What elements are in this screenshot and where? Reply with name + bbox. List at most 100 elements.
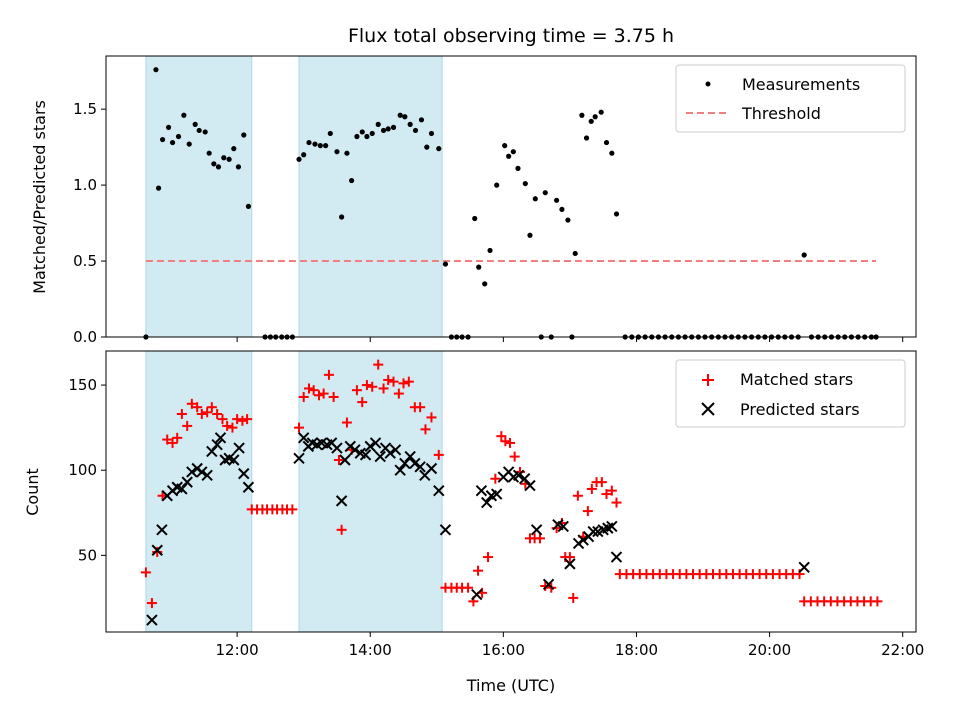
matched-star-point: [192, 402, 203, 413]
matched-star-point: [483, 552, 494, 563]
matched-star-point: [336, 524, 347, 535]
matched-star-point: [505, 437, 516, 448]
matched-star-point: [872, 596, 883, 607]
predicted-star-point: [374, 450, 386, 463]
matched-star-point: [341, 417, 352, 428]
bottom-legend-box: [675, 359, 906, 428]
matched-star-point: [378, 383, 389, 394]
measurement-point: [510, 149, 516, 155]
observing-band: [145, 55, 253, 338]
matched-star-point: [162, 434, 173, 445]
measurement-point: [231, 146, 237, 152]
matched-star-point: [206, 402, 217, 413]
matched-star-point: [473, 565, 484, 576]
measurement-point: [339, 214, 345, 220]
matched-star-point: [433, 449, 444, 460]
measurement-point: [169, 139, 176, 146]
matched-star-point: [426, 412, 437, 423]
predicted-star-point: [297, 432, 310, 444]
predicted-star-point: [798, 561, 810, 573]
measurement-point: [424, 144, 430, 150]
matched-star-point: [328, 391, 339, 402]
x-tick-label: 22:00: [881, 641, 924, 659]
predicted-star-point: [475, 484, 488, 497]
measurement-point: [192, 121, 198, 127]
measurement-point: [428, 130, 435, 137]
y-tick-label: 0.5: [73, 252, 97, 270]
matched-star-point: [217, 414, 228, 425]
measurement-point: [565, 217, 571, 223]
predicted-star-point: [530, 524, 543, 536]
measurement-point: [390, 124, 397, 130]
top-axes-frame: [105, 55, 917, 338]
predicted-star-point: [433, 484, 445, 497]
measurement-point: [215, 164, 222, 170]
measurement-point: [327, 130, 333, 137]
measurement-point: [412, 127, 419, 134]
measurement-point: [603, 139, 610, 146]
measurement-point: [211, 161, 217, 167]
x-tick-label: 20:00: [748, 641, 791, 659]
matched-star-point: [611, 497, 622, 508]
y-tick-label: 50: [78, 546, 97, 564]
matched-star-point: [237, 415, 248, 426]
measurement-point: [296, 156, 302, 162]
predicted-star-point: [587, 525, 599, 538]
predicted-star-point: [564, 558, 576, 570]
measurement-point: [532, 196, 538, 202]
measurement-point: [598, 109, 604, 115]
matched-star-point: [182, 420, 193, 431]
measurement-point: [323, 143, 329, 149]
y-tick-label: 0.0: [73, 328, 97, 346]
measurement-point: [153, 67, 159, 73]
measurement-point: [241, 132, 247, 138]
top-legend-box: [675, 64, 906, 133]
measurement-point: [572, 250, 578, 257]
matched-star-point: [242, 414, 253, 425]
matched-star-point: [540, 581, 551, 592]
bottom-axis-ticks: 12:00 14:00 16:00 18:00 20:00 22:00 50 100 150: [68, 376, 924, 659]
measurement-point: [175, 133, 182, 140]
predicted-star-point: [156, 524, 168, 536]
bottom-panel: 12:00 14:00 16:00 18:00 20:00 22:00 50 100 150 C…: [23, 350, 924, 695]
legend-matched-marker: [702, 374, 714, 386]
x-tick-label: 12:00: [216, 641, 259, 659]
measurement-point: [380, 127, 387, 134]
top-axis-ticks: 0.0 0.5 1.0 1.5: [73, 100, 904, 346]
measurement-point: [155, 185, 162, 191]
measurement-point: [221, 155, 227, 161]
matched-star-point: [398, 378, 409, 389]
matched-star-point: [308, 385, 319, 396]
matched-star-point: [227, 422, 238, 433]
measurement-point: [402, 114, 408, 120]
predicted-star-point: [335, 495, 348, 507]
measurement-point: [527, 232, 533, 238]
matched-star-point: [582, 506, 593, 517]
measurement-point: [559, 206, 565, 213]
predicted-star-point: [404, 450, 416, 463]
legend-threshold-label: Threshold: [741, 104, 821, 123]
observing-intervals-bottom: [145, 350, 443, 633]
measurement-point: [472, 215, 478, 222]
measurement-point: [364, 133, 370, 140]
matched-star-point: [496, 431, 507, 442]
measurement-point: [226, 156, 232, 162]
matched-star-point: [388, 376, 399, 387]
predicted-star-point: [201, 469, 213, 482]
measurement-point: [317, 143, 323, 149]
measurement-point: [235, 164, 242, 170]
matched-star-point: [586, 483, 597, 494]
matched-star-point: [287, 504, 298, 515]
measurement-point: [348, 177, 355, 184]
matched-star-point: [323, 369, 334, 380]
predicted-star-point: [490, 488, 503, 500]
matched-star-point: [333, 454, 344, 465]
matched-star-point: [463, 582, 474, 593]
predicted-star-point: [176, 483, 188, 495]
predicted-star-point: [349, 444, 361, 456]
measurement-point: [436, 146, 442, 152]
measurement-point: [482, 281, 488, 287]
measurement-point: [301, 152, 307, 158]
matched-star-point: [202, 407, 213, 418]
matched-star-point: [232, 414, 243, 425]
